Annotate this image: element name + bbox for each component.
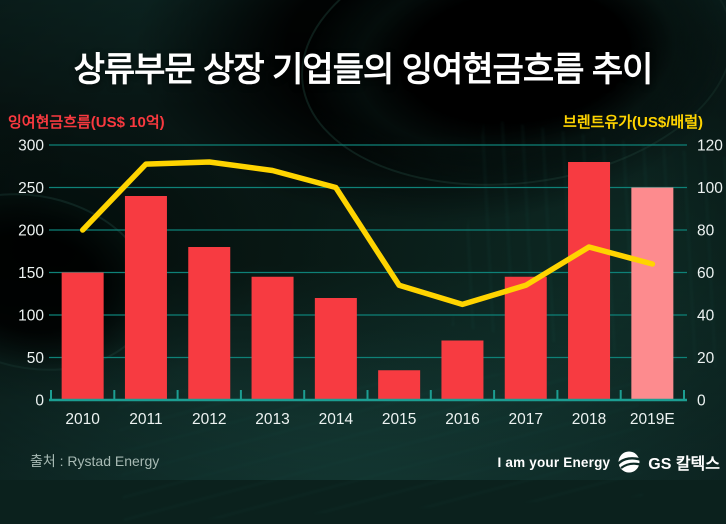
- left-axis-tick-100: 100: [18, 308, 44, 325]
- right-axis-tick-60: 60: [697, 265, 715, 282]
- bar-2010: [61, 272, 104, 400]
- x-axis-label-2012: 2012: [192, 411, 226, 428]
- x-axis-label-2019E: 2019E: [630, 411, 675, 428]
- x-axis-label-2011: 2011: [129, 411, 162, 428]
- source-note: 출처 : Rystad Energy: [30, 453, 160, 469]
- left-axis-tick-250: 250: [18, 180, 44, 197]
- right-axis-title: 브렌트유가(US$/배럴): [563, 114, 703, 131]
- gs-caltex-logo-icon: [617, 451, 641, 473]
- bar-2016: [441, 340, 484, 400]
- brand-lockup: I am your Energy GS 칼텍스: [498, 450, 722, 474]
- bar-2013: [251, 276, 294, 400]
- left-axis-tick-200: 200: [18, 223, 44, 240]
- left-axis-tick-50: 50: [27, 350, 45, 367]
- left-axis-tick-0: 0: [35, 393, 44, 410]
- bar-2017: [504, 276, 547, 400]
- right-axis-tick-20: 20: [697, 350, 715, 367]
- bar-2018: [568, 162, 611, 400]
- right-axis-tick-40: 40: [697, 308, 715, 325]
- right-axis-tick-100: 100: [697, 180, 723, 197]
- x-axis-label-2013: 2013: [255, 411, 289, 428]
- bar-2012: [188, 247, 231, 400]
- x-axis-label-2010: 2010: [65, 411, 100, 428]
- x-axis-label-2017: 2017: [509, 411, 543, 428]
- oil-price-line: [79, 159, 656, 308]
- combo-chart: 0 50 100 150 200 250 300 0 20 40 60 80 100 120 2010 201…: [18, 138, 723, 429]
- bar-2015: [378, 370, 421, 400]
- brand-name: GS 칼텍스: [648, 456, 720, 473]
- left-axis-tick-300: 300: [18, 138, 44, 155]
- right-axis-tick-80: 80: [697, 223, 715, 240]
- bar-2011: [124, 196, 167, 400]
- x-axis-label-2014: 2014: [319, 411, 354, 428]
- page-title: 상류부문 상장 기업들의 잉여현금흐름 추이: [73, 51, 654, 89]
- left-axis-title: 잉여현금흐름(US$ 10억): [8, 114, 165, 131]
- right-axis-tick-0: 0: [697, 393, 706, 410]
- right-axis-tick-120: 120: [697, 138, 723, 155]
- brand-slogan: I am your Energy: [497, 454, 611, 470]
- x-axis-label-2015: 2015: [382, 411, 416, 428]
- left-axis-tick-150: 150: [18, 265, 44, 282]
- bar-2014: [314, 298, 357, 400]
- x-axis-label-2018: 2018: [572, 411, 606, 428]
- bar-2019E: [631, 187, 674, 400]
- x-axis-label-2016: 2016: [445, 411, 479, 428]
